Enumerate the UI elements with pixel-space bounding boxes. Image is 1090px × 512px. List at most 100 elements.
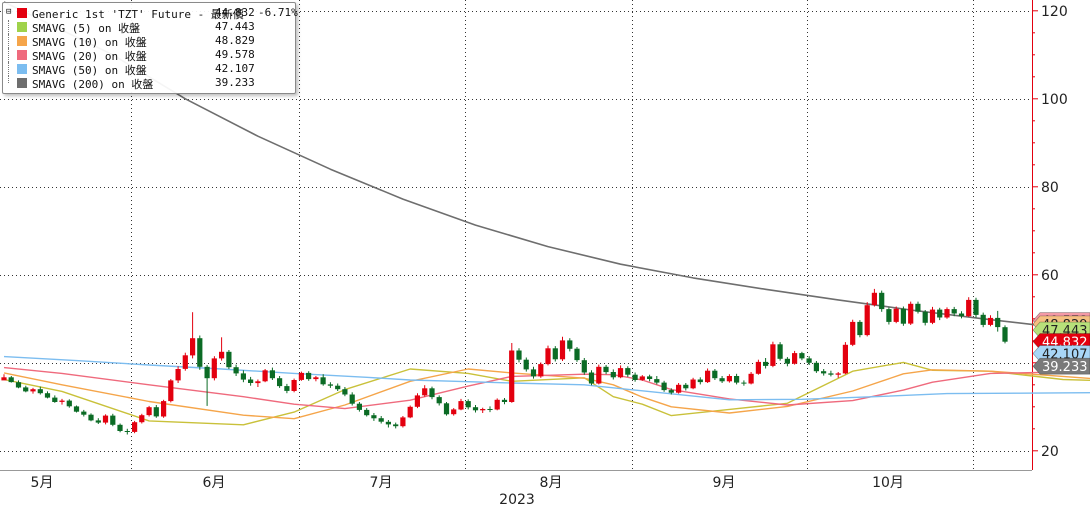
candle-body bbox=[378, 418, 384, 422]
candle-body bbox=[995, 317, 1001, 328]
candle-body bbox=[690, 379, 696, 389]
candle-body bbox=[871, 292, 877, 306]
legend-value: 47.443 bbox=[215, 20, 255, 33]
series-line-10 bbox=[3, 368, 1090, 420]
candle-body bbox=[73, 406, 80, 412]
legend-value: 48.829 bbox=[215, 34, 255, 47]
candle-body bbox=[30, 389, 36, 392]
candle-body bbox=[349, 394, 355, 404]
candle-body bbox=[748, 373, 754, 384]
candle-body bbox=[908, 303, 914, 324]
candle-body bbox=[400, 417, 406, 427]
candle-body bbox=[958, 313, 965, 317]
candle-body bbox=[15, 382, 22, 388]
candle-body bbox=[842, 344, 848, 374]
candle-body bbox=[654, 379, 660, 383]
collapse-icon[interactable]: ⊟ bbox=[6, 7, 12, 17]
y-tick-label: 80 bbox=[1041, 180, 1059, 196]
x-tick-label: 6月 bbox=[203, 475, 226, 491]
candle-body bbox=[204, 366, 210, 379]
legend-swatch bbox=[17, 50, 27, 60]
candle-body bbox=[436, 397, 442, 404]
candle-body bbox=[153, 407, 159, 417]
candle-body bbox=[182, 355, 188, 369]
candle-body bbox=[124, 431, 130, 432]
candle-body bbox=[298, 372, 304, 380]
candle-body bbox=[973, 299, 979, 315]
candle-body bbox=[175, 369, 181, 381]
x-tick-label: 7月 bbox=[370, 475, 393, 491]
legend-swatch bbox=[17, 22, 27, 32]
legend-change: -6.71% bbox=[258, 6, 298, 19]
x-tick-label: 9月 bbox=[713, 475, 736, 491]
tree-line bbox=[8, 20, 17, 34]
series-line-200 bbox=[3, 1, 1090, 332]
candle-body bbox=[567, 340, 573, 349]
candle-body bbox=[1002, 327, 1008, 342]
candle-body bbox=[190, 338, 196, 356]
candle-body bbox=[625, 368, 631, 375]
legend-value: 39.233 bbox=[215, 76, 255, 89]
candle-body bbox=[262, 370, 268, 382]
candle-body bbox=[1, 377, 7, 381]
candle-body bbox=[342, 389, 348, 395]
tree-line bbox=[8, 62, 17, 76]
legend-swatch bbox=[17, 36, 27, 46]
candle-body bbox=[327, 384, 333, 386]
candle-body bbox=[697, 379, 703, 383]
candle-body bbox=[857, 321, 863, 336]
candle-body bbox=[146, 407, 152, 416]
candle-body bbox=[335, 385, 341, 390]
legend-item-sma50: SMAVG (50) on 收盤 42.107 bbox=[3, 62, 295, 77]
candle-body bbox=[951, 309, 957, 314]
legend-item-price: ⊟ Generic 1st 'TZT' Future - 最新價 44.832 … bbox=[3, 6, 298, 21]
x-tick-label: 8月 bbox=[540, 475, 563, 491]
candle-body bbox=[472, 407, 479, 411]
legend-label: SMAVG (200) on 收盤 bbox=[32, 78, 154, 91]
candle-body bbox=[980, 314, 986, 325]
candle-body bbox=[915, 303, 921, 312]
candle-body bbox=[284, 386, 290, 391]
candle-body bbox=[632, 374, 638, 380]
candle-body bbox=[922, 311, 928, 323]
x-tick-label: 10月 bbox=[872, 475, 904, 491]
candle-body bbox=[197, 338, 203, 367]
candle-body bbox=[987, 317, 994, 325]
legend-swatch bbox=[17, 8, 27, 18]
candle-body bbox=[37, 389, 43, 394]
candle-body bbox=[364, 409, 370, 416]
x-year-label: 2023 bbox=[499, 492, 535, 508]
candle-body bbox=[509, 350, 515, 402]
candle-body bbox=[81, 411, 87, 415]
candle-body bbox=[900, 308, 906, 324]
candle-body bbox=[734, 376, 740, 383]
candle-body bbox=[393, 424, 399, 427]
candle-body bbox=[516, 350, 522, 360]
candle-body bbox=[501, 399, 508, 402]
legend-swatch bbox=[17, 78, 27, 88]
candle-body bbox=[110, 415, 116, 425]
candle-body bbox=[240, 373, 246, 380]
candle-body bbox=[23, 387, 29, 392]
candle-body bbox=[893, 308, 899, 322]
candle-body bbox=[647, 376, 653, 379]
candle-body bbox=[102, 415, 109, 423]
candle-body bbox=[886, 309, 892, 322]
candle-body bbox=[821, 371, 827, 374]
legend-item-sma5: SMAVG (5) on 收盤 47.443 bbox=[3, 20, 295, 35]
candle-body bbox=[610, 372, 616, 378]
candle-body bbox=[806, 358, 812, 363]
candle-body bbox=[277, 378, 283, 387]
candle-body bbox=[799, 353, 805, 359]
series-line-20 bbox=[3, 366, 1090, 410]
legend-label: SMAVG (50) on 收盤 bbox=[32, 64, 147, 77]
candle-body bbox=[66, 400, 72, 407]
candle-body bbox=[59, 400, 65, 402]
candle-body bbox=[705, 370, 711, 383]
candle-body bbox=[937, 309, 943, 318]
legend-value: 42.107 bbox=[215, 62, 255, 75]
candle-body bbox=[248, 379, 254, 383]
candle-body bbox=[966, 299, 972, 317]
legend-item-sma200: SMAVG (200) on 收盤 39.233 bbox=[3, 76, 295, 91]
candle-body bbox=[443, 403, 450, 415]
